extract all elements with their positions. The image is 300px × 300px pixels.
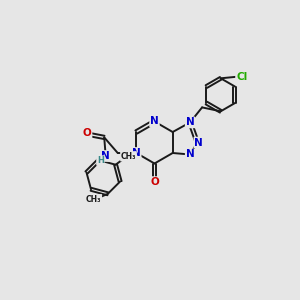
Text: O: O xyxy=(83,128,92,138)
Text: N: N xyxy=(194,137,203,148)
Text: N: N xyxy=(186,149,194,160)
Text: CH₃: CH₃ xyxy=(86,195,101,204)
Text: H: H xyxy=(97,156,104,165)
Text: N: N xyxy=(150,116,159,127)
Text: CH₃: CH₃ xyxy=(121,152,136,161)
Text: N: N xyxy=(186,117,194,128)
Text: N: N xyxy=(132,148,141,158)
Text: Cl: Cl xyxy=(236,72,247,82)
Text: O: O xyxy=(150,177,159,187)
Text: N: N xyxy=(101,151,110,161)
